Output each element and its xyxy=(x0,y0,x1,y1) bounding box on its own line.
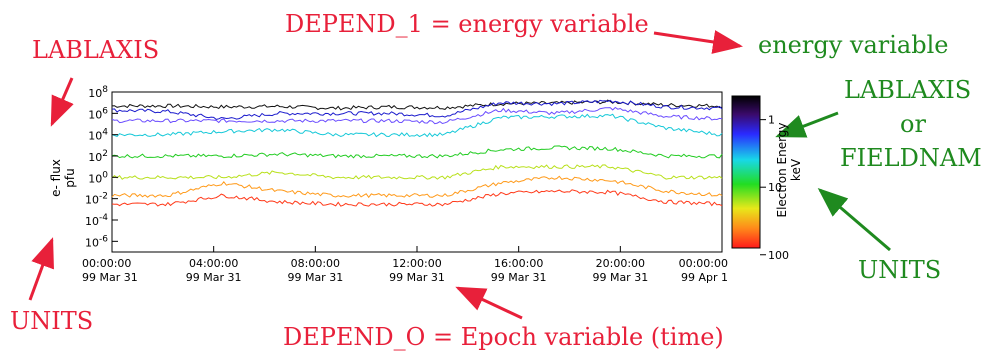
flux-series-line xyxy=(111,106,723,125)
x-tick-time: 04:00:00 xyxy=(189,257,238,270)
x-tick-date: 99 Mar 31 xyxy=(287,271,343,284)
lablaxis-right-label: LABLAXIS xyxy=(844,76,972,104)
y-tick-label: 108 xyxy=(88,85,108,100)
units-right-arrow xyxy=(817,188,891,252)
y-tick-label: 102 xyxy=(88,149,108,164)
colorbar-tick-label: 10 xyxy=(768,181,782,194)
colorbar-ticks: 1 10 100 xyxy=(760,114,789,262)
x-tick-date: 99 Mar 31 xyxy=(592,271,648,284)
y-tick-label: 100 xyxy=(88,170,108,185)
flux-series-line xyxy=(111,175,723,199)
lablaxis-right-arrow xyxy=(775,111,839,138)
energy-variable-label: energy variable xyxy=(758,31,949,59)
flux-series-line xyxy=(111,145,723,159)
lablaxis-left-arrow xyxy=(50,77,74,127)
x-tick-date: 99 Mar 31 xyxy=(389,271,445,284)
fieldnam-label: FIELDNAM xyxy=(840,144,982,172)
colorbar-tick-label: 1 xyxy=(768,114,775,127)
x-tick-time: 12:00:00 xyxy=(392,257,441,270)
depend0-label: DEPEND_O = Epoch variable (time) xyxy=(283,323,724,351)
x-tick-date: 99 Mar 31 xyxy=(186,271,242,284)
x-tick-time: 08:00:00 xyxy=(291,257,340,270)
depend1-arrow xyxy=(653,30,743,54)
colorbar-tick-label: 100 xyxy=(768,249,789,262)
colorbar-label: Electron Energy xyxy=(775,122,789,217)
units-left-arrow xyxy=(28,237,54,301)
flux-series-line xyxy=(111,189,723,207)
series-layer xyxy=(111,99,723,207)
depend0-arrow xyxy=(455,286,523,320)
y-tick-label: 10-2 xyxy=(85,192,108,207)
y-axis-units: pfu xyxy=(63,168,77,187)
y-tick-label: 10-6 xyxy=(85,234,108,249)
units-right-label: UNITS xyxy=(858,256,942,284)
x-tick-time: 16:00:00 xyxy=(494,257,543,270)
colorbar-units: keV xyxy=(789,158,803,181)
x-tick-time: 00:00:00 xyxy=(82,257,131,270)
y-tick-label: 104 xyxy=(88,128,108,143)
flux-series-line xyxy=(111,99,723,120)
flux-series-line xyxy=(111,164,723,180)
y-tick-label: 10-4 xyxy=(85,213,108,228)
y-tick-label: 106 xyxy=(88,106,108,121)
lablaxis-left-label: LABLAXIS xyxy=(32,36,160,64)
x-tick-date: 99 Mar 31 xyxy=(491,271,547,284)
flux-series-line xyxy=(111,113,723,138)
or-label: or xyxy=(900,110,926,138)
units-left-label: UNITS xyxy=(10,307,94,335)
y-ticks: 108 106 104 102 100 10-2 10-4 10-6 xyxy=(85,85,118,249)
x-tick-time: 00:00:00 xyxy=(679,257,728,270)
energy-colorbar xyxy=(731,95,761,249)
y-axis-label: e- flux xyxy=(49,159,63,197)
depend1-label: DEPEND_1 = energy variable xyxy=(285,10,649,38)
x-tick-date: 99 Apr 1 xyxy=(681,271,728,284)
x-tick-time: 20:00:00 xyxy=(596,257,645,270)
x-tick-date: 99 Mar 31 xyxy=(82,271,138,284)
